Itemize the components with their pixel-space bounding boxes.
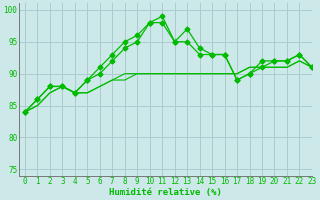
X-axis label: Humidité relative (%): Humidité relative (%) xyxy=(109,188,222,197)
